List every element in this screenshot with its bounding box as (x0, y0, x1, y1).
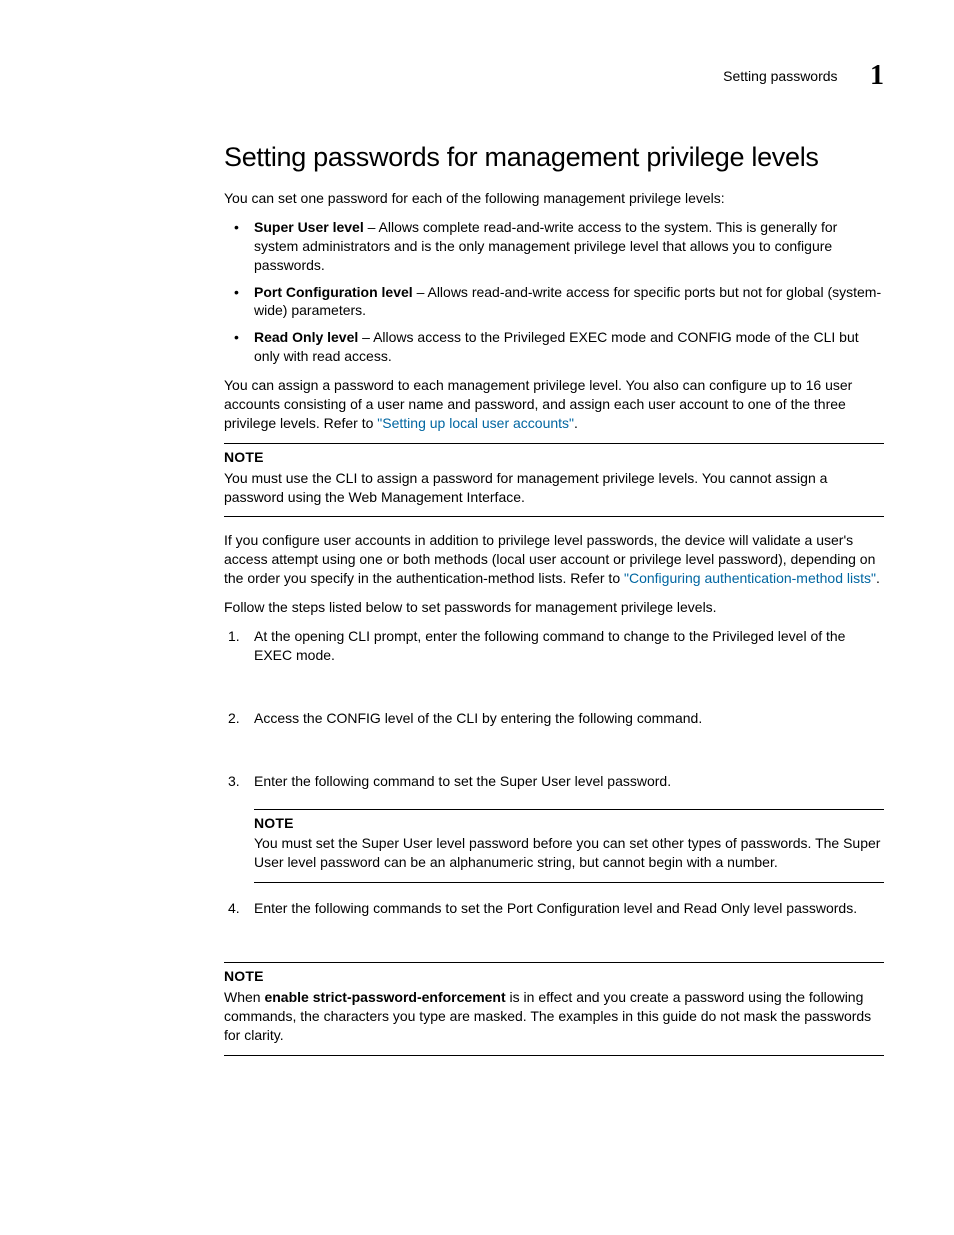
note-text: You must use the CLI to assign a passwor… (224, 469, 884, 507)
note-block: NOTE You must use the CLI to assign a pa… (224, 443, 884, 518)
text-run-bold: enable strict-password-enforcement (264, 989, 505, 1005)
xref-link[interactable]: "Configuring authentication-method lists… (624, 570, 876, 586)
list-item: Super User level – Allows complete read-… (224, 218, 884, 275)
text-run: . (876, 570, 880, 586)
privilege-levels-list: Super User level – Allows complete read-… (224, 218, 884, 366)
note-block: NOTE When enable strict-password-enforce… (224, 962, 884, 1056)
level-name: Read Only level (254, 329, 358, 345)
note-rule-top (254, 809, 884, 810)
running-title: Setting passwords (723, 68, 837, 84)
xref-link[interactable]: "Setting up local user accounts" (377, 415, 574, 431)
note-label: NOTE (254, 814, 884, 833)
note-label: NOTE (224, 448, 884, 467)
content-area: Setting passwords for management privile… (224, 142, 884, 1056)
intro-paragraph: You can set one password for each of the… (224, 189, 884, 208)
chapter-number: 1 (870, 60, 884, 92)
steps-list-continued: Enter the following commands to set the … (224, 899, 884, 918)
body-paragraph: You can assign a password to each manage… (224, 376, 884, 433)
list-item: Read Only level – Allows access to the P… (224, 328, 884, 366)
level-name: Port Configuration level (254, 284, 413, 300)
page-title: Setting passwords for management privile… (224, 142, 884, 173)
note-label: NOTE (224, 967, 884, 986)
list-item: Port Configuration level – Allows read-a… (224, 283, 884, 321)
step-item: Enter the following commands to set the … (224, 899, 884, 918)
note-rule-top (224, 962, 884, 963)
note-rule-top (224, 443, 884, 444)
step-item: Enter the following command to set the S… (224, 772, 884, 791)
step-item: Access the CONFIG level of the CLI by en… (224, 709, 884, 728)
step-text: Access the CONFIG level of the CLI by en… (254, 710, 702, 726)
text-run: . (574, 415, 578, 431)
step-text: Enter the following commands to set the … (254, 900, 857, 916)
level-name: Super User level (254, 219, 364, 235)
step-text: At the opening CLI prompt, enter the fol… (254, 628, 845, 663)
step-text: Enter the following command to set the S… (254, 773, 671, 789)
note-rule-bottom (224, 1055, 884, 1056)
note-block: NOTE You must set the Super User level p… (254, 809, 884, 884)
running-header: Setting passwords 1 (70, 60, 884, 92)
body-paragraph: Follow the steps listed below to set pas… (224, 598, 884, 617)
text-run: When (224, 989, 264, 1005)
note-rule-bottom (224, 516, 884, 517)
body-paragraph: If you configure user accounts in additi… (224, 531, 884, 588)
steps-list: At the opening CLI prompt, enter the fol… (224, 627, 884, 791)
step-item: At the opening CLI prompt, enter the fol… (224, 627, 884, 665)
page: Setting passwords 1 Setting passwords fo… (0, 0, 954, 1235)
note-text: When enable strict-password-enforcement … (224, 988, 884, 1045)
note-rule-bottom (254, 882, 884, 883)
note-text: You must set the Super User level passwo… (254, 834, 884, 872)
